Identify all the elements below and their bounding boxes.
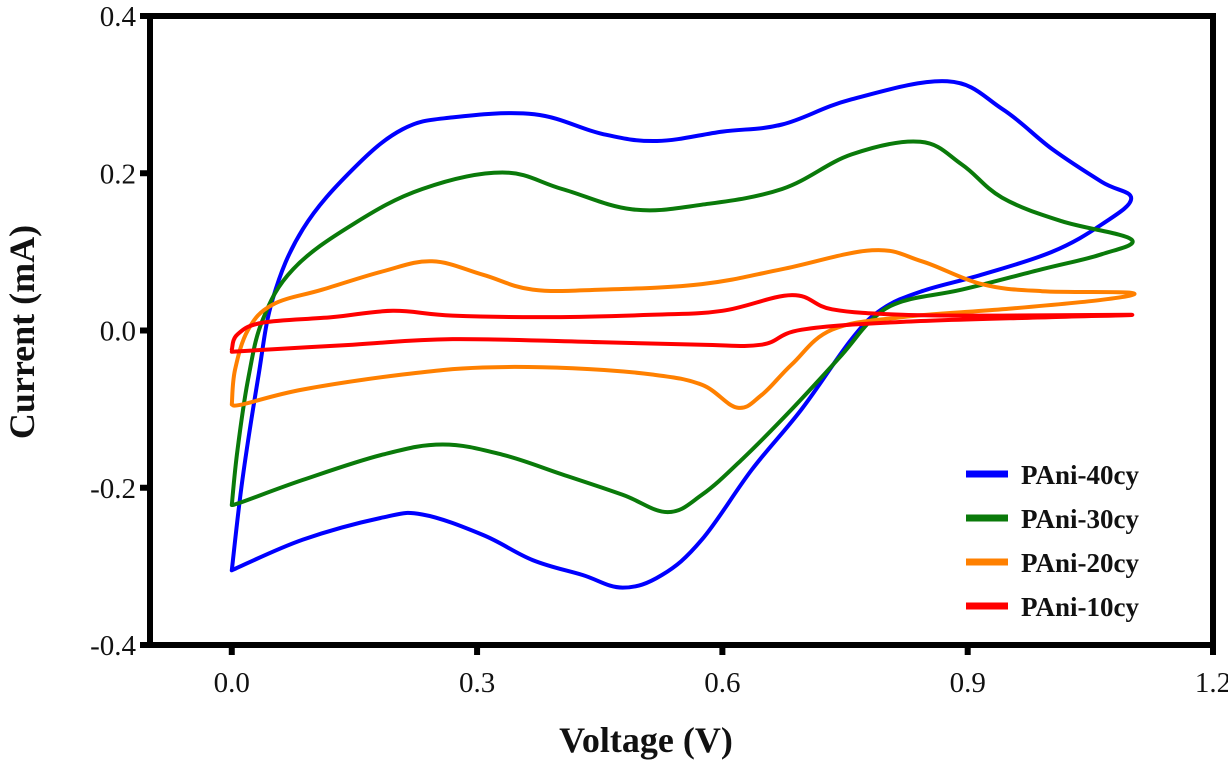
x-tick-label: 0.9 xyxy=(950,667,986,699)
y-tick-label: 0.2 xyxy=(100,158,136,190)
y-tick-label: -0.2 xyxy=(90,473,136,505)
legend-label-pani-20cy: PAni-20cy xyxy=(1021,548,1139,578)
legend-label-pani-30cy: PAni-30cy xyxy=(1021,504,1139,534)
series-line-pani-10cy xyxy=(229,293,1135,354)
x-tick-label: 1.2 xyxy=(1195,667,1228,699)
series-line-pani-30cy xyxy=(229,139,1135,515)
y-tick-label: -0.4 xyxy=(90,630,136,662)
legend-label-pani-40cy: PAni-40cy xyxy=(1021,460,1139,490)
series-line-pani-40cy xyxy=(229,79,1134,590)
x-axis-ticks: 0.0 0.3 0.6 0.9 1.2 xyxy=(214,645,1228,699)
x-tick-label: 0.6 xyxy=(704,667,740,699)
y-tick-label: 0.4 xyxy=(100,1,137,33)
x-tick-label: 0.0 xyxy=(214,667,250,699)
legend-label-pani-10cy: PAni-10cy xyxy=(1021,592,1139,622)
y-axis-title: Current (mA) xyxy=(2,225,42,439)
series-line-pani-20cy xyxy=(229,248,1137,410)
y-tick-label: 0.0 xyxy=(100,316,136,348)
x-axis-title: Voltage (V) xyxy=(559,720,733,760)
x-tick-label: 0.3 xyxy=(459,667,495,699)
legend: PAni-40cy PAni-30cy PAni-20cy PAni-10cy xyxy=(966,460,1139,622)
series-layer xyxy=(229,79,1137,590)
y-axis-ticks: -0.4 -0.2 0.0 0.2 0.4 xyxy=(90,1,150,662)
